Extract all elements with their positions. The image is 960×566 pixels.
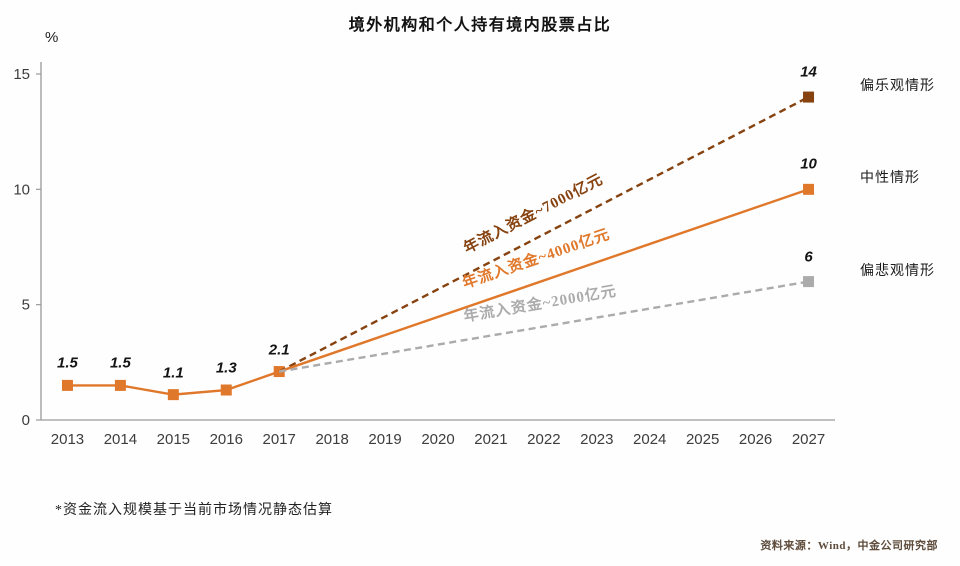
series-line-neutral [278, 188, 809, 373]
y-tick-label-5: 5 [22, 297, 30, 314]
x-tick-label-2026: 2026 [739, 431, 772, 448]
source-note: 资料来源：Wind，中金公司研究部 [760, 540, 938, 552]
x-tick-label-2020: 2020 [421, 431, 454, 448]
x-tick-label-2015: 2015 [157, 431, 190, 448]
y-axis-unit-label: % [45, 29, 59, 46]
x-tick-label-2024: 2024 [633, 431, 666, 448]
y-tick-label-10: 10 [13, 181, 30, 198]
marker-pessimistic-0 [803, 276, 815, 288]
x-tick-label-2019: 2019 [368, 431, 401, 448]
y-tick-label-0: 0 [22, 412, 30, 429]
series-line-optimistic [278, 96, 810, 373]
marker-historical-3 [220, 384, 232, 396]
chart-title: 境外机构和个人持有境内股票占比 [348, 17, 612, 34]
x-tick-label-2018: 2018 [315, 431, 348, 448]
x-tick-label-2021: 2021 [474, 431, 507, 448]
marker-historical-0 [61, 379, 73, 391]
marker-optimistic-0 [803, 91, 815, 103]
footnote: *资金流入规模基于当前市场情况静态估算 [55, 503, 333, 518]
x-tick-label-2027: 2027 [792, 431, 825, 448]
x-tick-label-2017: 2017 [263, 431, 296, 448]
x-tick-label-2016: 2016 [210, 431, 243, 448]
x-tick-label-2014: 2014 [104, 431, 137, 448]
series-line-pessimistic [278, 280, 809, 373]
marker-neutral-0 [803, 183, 815, 195]
x-tick-label-2013: 2013 [51, 431, 84, 448]
marker-historical-1 [114, 379, 126, 391]
y-tick-label-15: 15 [13, 66, 30, 83]
marker-historical-2 [167, 389, 179, 401]
x-tick-label-2023: 2023 [580, 431, 613, 448]
x-tick-label-2022: 2022 [527, 431, 560, 448]
x-tick-label-2025: 2025 [686, 431, 719, 448]
